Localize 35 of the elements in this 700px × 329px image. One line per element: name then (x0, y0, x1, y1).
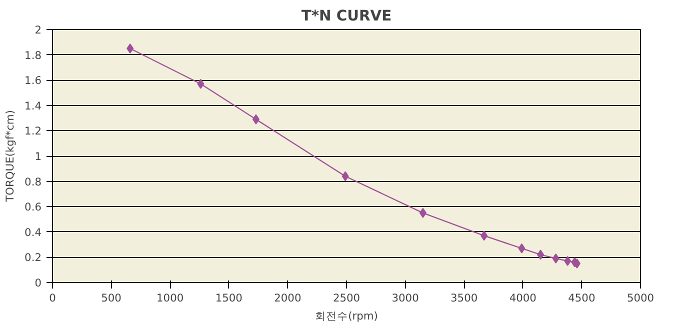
y-axis-title: TORQUE(kgf*cm) (4, 110, 17, 203)
y-tick-label: 1.6 (24, 74, 42, 88)
y-tick-label: 0.4 (24, 226, 42, 239)
x-tick-label: 0 (49, 292, 56, 304)
x-tick-label: 3500 (450, 292, 478, 304)
point (342, 171, 349, 182)
x-axis-title: 회전수(rpm) (315, 310, 378, 322)
x-tick-label: 5000 (626, 292, 654, 304)
y-tick-label: 0.6 (24, 200, 42, 214)
point (419, 208, 426, 218)
point (564, 256, 572, 266)
chart-title: T*N CURVE (301, 8, 392, 24)
point (537, 250, 544, 260)
y-tick-label: 1.8 (24, 48, 42, 62)
y-tick-label: 1.4 (24, 99, 42, 112)
x-tick-label: 1000 (156, 292, 184, 304)
point (480, 230, 488, 241)
point (197, 78, 204, 89)
x-tick-label: 4000 (509, 292, 537, 304)
x-tick-label: 3000 (392, 292, 420, 304)
x-tick-label: 1500 (215, 292, 243, 304)
point (126, 43, 134, 54)
point (518, 243, 526, 254)
x-tick-label: 2000 (274, 292, 302, 304)
y-tick-label: 0.8 (24, 175, 42, 188)
point (252, 114, 260, 124)
y-tick-label: 1.2 (24, 124, 42, 138)
x-tick-label: 500 (101, 292, 122, 304)
y-tick-label: 0 (34, 276, 42, 290)
y-tick-label: 2 (34, 24, 42, 36)
x-tick-label: 4500 (568, 292, 596, 304)
x-tick-label: 2500 (332, 292, 360, 304)
y-tick-label: 1 (34, 150, 42, 163)
y-tick-label: 0.2 (24, 251, 42, 264)
point (552, 253, 560, 264)
